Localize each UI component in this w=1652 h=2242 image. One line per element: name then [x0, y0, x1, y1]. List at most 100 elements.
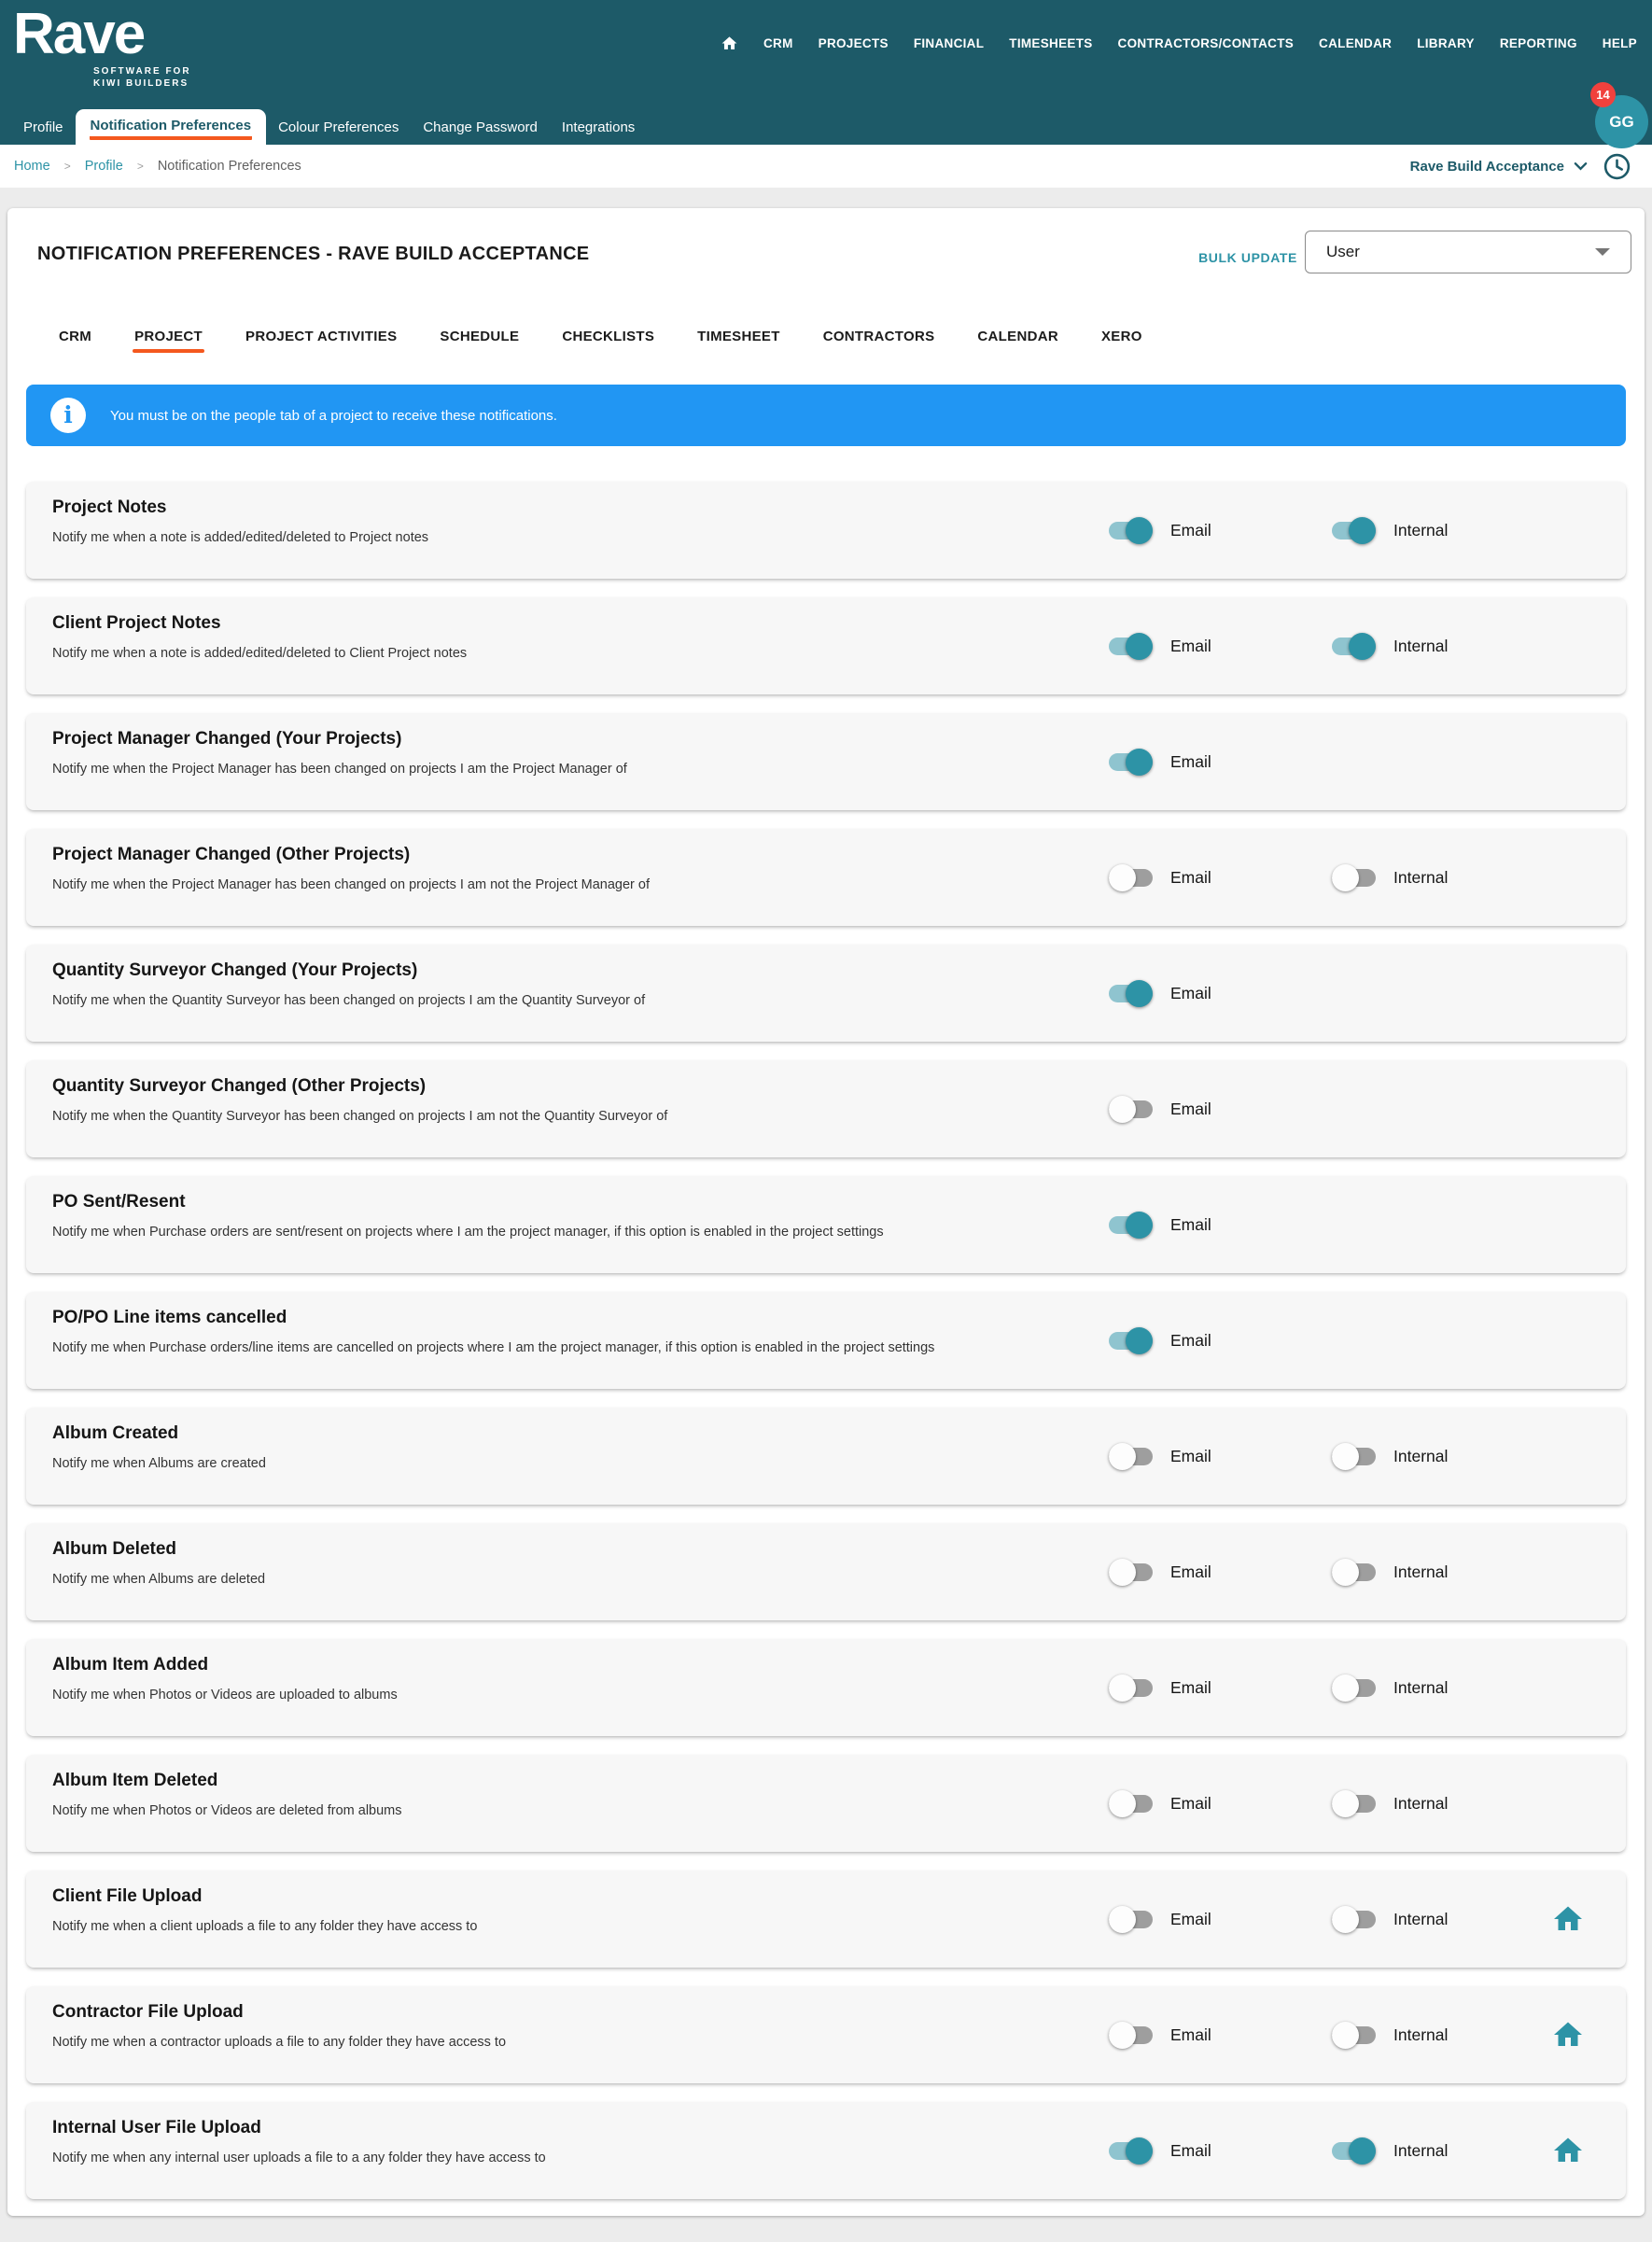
row-description: Notify me when the Quantity Surveyor has… — [52, 993, 646, 1008]
row-title: Client File Upload — [52, 1886, 203, 1906]
internal-toggle-group: Internal — [1332, 1755, 1448, 1852]
internal-toggle[interactable] — [1332, 632, 1376, 660]
email-toggle[interactable] — [1109, 1095, 1153, 1123]
notification-row: Internal User File Upload Notify me when… — [26, 2102, 1626, 2199]
info-icon: i — [50, 398, 86, 433]
row-title: Contractor File Upload — [52, 2002, 244, 2022]
nav-projects[interactable]: PROJECTS — [818, 35, 889, 50]
notification-row: Project Manager Changed (Other Projects)… — [26, 829, 1626, 926]
nav-help[interactable]: HELP — [1602, 35, 1637, 50]
email-toggle[interactable] — [1109, 1442, 1153, 1470]
breadcrumb-bar: Home > Profile > Notification Preference… — [0, 145, 1652, 188]
user-filter-dropdown[interactable]: User — [1305, 231, 1631, 273]
email-toggle[interactable] — [1109, 1789, 1153, 1817]
breadcrumb-profile[interactable]: Profile — [84, 159, 123, 174]
user-avatar[interactable]: GG 14 — [1590, 82, 1648, 148]
row-text: PO/PO Line items cancelled Notify me whe… — [26, 1292, 1034, 1355]
row-description: Notify me when a contractor uploads a fi… — [52, 2035, 507, 2050]
row-title: Album Item Deleted — [52, 1771, 218, 1790]
email-toggle[interactable] — [1109, 863, 1153, 891]
tab-calendar[interactable]: CALENDAR — [977, 328, 1058, 344]
row-text: Quantity Surveyor Changed (Your Projects… — [26, 945, 1034, 1008]
internal-toggle-label: Internal — [1393, 520, 1449, 539]
nav-contractors-contacts[interactable]: CONTRACTORS/CONTACTS — [1117, 35, 1295, 50]
notification-row: Album Deleted Notify me when Albums are … — [26, 1523, 1626, 1620]
email-toggle[interactable] — [1109, 1905, 1153, 1933]
tab-timesheet[interactable]: TIMESHEET — [697, 328, 780, 344]
internal-toggle[interactable] — [1332, 516, 1376, 544]
home-scope-indicator — [1551, 2102, 1585, 2199]
email-toggle[interactable] — [1109, 1326, 1153, 1354]
category-tabs: CRM PROJECT PROJECT ACTIVITIES SCHEDULE … — [7, 317, 1645, 355]
email-toggle-group: Email — [1109, 597, 1211, 694]
tab-checklists[interactable]: CHECKLISTS — [562, 328, 655, 344]
email-toggle[interactable] — [1109, 516, 1153, 544]
home-icon — [1554, 1906, 1582, 1930]
tab-project-activities[interactable]: PROJECT ACTIVITIES — [245, 328, 398, 344]
email-toggle[interactable] — [1109, 748, 1153, 776]
internal-toggle-group: Internal — [1332, 829, 1448, 926]
brand-tagline: SOFTWARE FOR KIWI BUILDERS — [93, 66, 191, 89]
email-toggle-label: Email — [1170, 1677, 1211, 1697]
internal-toggle-label: Internal — [1393, 636, 1449, 655]
internal-toggle[interactable] — [1332, 863, 1376, 891]
nav-calendar[interactable]: CALENDAR — [1319, 35, 1393, 50]
email-toggle-label: Email — [1170, 1099, 1211, 1118]
email-toggle-group: Email — [1109, 1292, 1211, 1389]
email-toggle[interactable] — [1109, 2137, 1153, 2165]
email-toggle[interactable] — [1109, 979, 1153, 1007]
internal-toggle[interactable] — [1332, 1789, 1376, 1817]
profile-tab-profile[interactable]: Profile — [23, 119, 63, 135]
email-toggle-group: Email — [1109, 713, 1211, 810]
breadcrumb-home[interactable]: Home — [14, 159, 50, 174]
internal-toggle-group: Internal — [1332, 1408, 1448, 1505]
tab-xero[interactable]: XERO — [1100, 328, 1142, 344]
tab-crm[interactable]: CRM — [59, 328, 92, 344]
main-nav: CRM PROJECTS FINANCIAL TIMESHEETS CONTRA… — [721, 0, 1637, 86]
internal-toggle-label: Internal — [1393, 2140, 1449, 2160]
internal-toggle-label: Internal — [1393, 1446, 1449, 1465]
nav-crm[interactable]: CRM — [763, 35, 793, 50]
history-clock-icon[interactable] — [1603, 152, 1631, 181]
email-toggle[interactable] — [1109, 632, 1153, 660]
profile-tab-integrations[interactable]: Integrations — [561, 119, 636, 135]
tab-schedule[interactable]: SCHEDULE — [440, 328, 520, 344]
bulk-update-button[interactable]: BULK UPDATE — [1198, 250, 1297, 265]
internal-toggle-group: Internal — [1332, 1986, 1448, 2083]
email-toggle[interactable] — [1109, 1558, 1153, 1586]
row-description: Notify me when a note is added/edited/de… — [52, 530, 429, 545]
email-toggle-group: Email — [1109, 2102, 1211, 2199]
row-description: Notify me when a note is added/edited/de… — [52, 646, 468, 661]
nav-library[interactable]: LIBRARY — [1417, 35, 1475, 50]
tab-contractors[interactable]: CONTRACTORS — [822, 328, 935, 344]
nav-financial[interactable]: FINANCIAL — [913, 35, 985, 50]
page-title: NOTIFICATION PREFERENCES - RAVE BUILD AC… — [37, 244, 590, 264]
internal-toggle[interactable] — [1332, 1442, 1376, 1470]
home-icon — [1554, 2022, 1582, 2046]
email-toggle[interactable] — [1109, 2021, 1153, 2049]
build-selector-label: Rave Build Acceptance — [1409, 158, 1564, 175]
internal-toggle[interactable] — [1332, 2021, 1376, 2049]
internal-toggle[interactable] — [1332, 1905, 1376, 1933]
profile-tab-change-password[interactable]: Change Password — [423, 119, 538, 135]
internal-toggle[interactable] — [1332, 1558, 1376, 1586]
home-icon[interactable] — [721, 35, 738, 52]
internal-toggle[interactable] — [1332, 2137, 1376, 2165]
email-toggle[interactable] — [1109, 1674, 1153, 1702]
email-toggle-label: Email — [1170, 2140, 1211, 2160]
profile-tab-colour-preferences[interactable]: Colour Preferences — [278, 119, 399, 135]
tab-project[interactable]: PROJECT — [133, 317, 204, 355]
row-description: Notify me when any internal user uploads… — [52, 2151, 546, 2165]
home-scope-indicator — [1551, 1871, 1585, 1968]
email-toggle-group: Email — [1109, 1523, 1211, 1620]
row-description: Notify me when Purchase orders/line item… — [52, 1340, 935, 1355]
build-selector-dropdown[interactable]: Rave Build Acceptance — [1410, 159, 1588, 175]
internal-toggle[interactable] — [1332, 1674, 1376, 1702]
nav-reporting[interactable]: REPORTING — [1499, 35, 1577, 50]
email-toggle[interactable] — [1109, 1211, 1153, 1239]
profile-tab-notification-preferences[interactable]: Notification Preferences — [75, 109, 267, 145]
email-toggle-label: Email — [1170, 1562, 1211, 1581]
nav-timesheets[interactable]: TIMESHEETS — [1009, 35, 1093, 50]
internal-toggle-label: Internal — [1393, 867, 1449, 887]
row-title: Quantity Surveyor Changed (Other Project… — [52, 1076, 427, 1096]
